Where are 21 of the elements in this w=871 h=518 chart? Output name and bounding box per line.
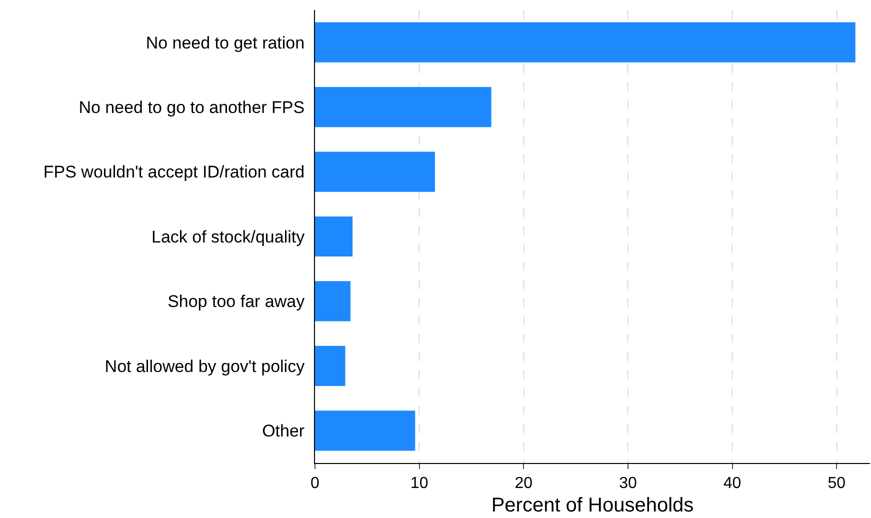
bar: [315, 410, 416, 451]
x-tick-label: 0: [310, 475, 320, 492]
x-tick-label: 30: [619, 475, 637, 492]
bar: [315, 152, 435, 192]
bar: [315, 281, 350, 322]
bar: [315, 22, 856, 62]
bar: [315, 216, 353, 257]
y-tick-label: Not allowed by gov't policy: [104, 356, 306, 376]
y-tick-label: Shop too far away: [168, 292, 306, 312]
y-tick-label: No need to go to another FPS: [78, 98, 305, 118]
y-tick-label: No need to get ration: [146, 33, 305, 52]
x-tick-label: 10: [410, 475, 428, 492]
bar: [315, 346, 346, 386]
x-tick-label: 40: [723, 475, 742, 492]
y-tick-label: Other: [262, 422, 305, 441]
x-tick-label: 20: [514, 475, 533, 492]
x-tick-label: 50: [828, 475, 846, 492]
y-tick-label: Lack of stock/quality: [152, 227, 306, 246]
x-axis-title: Percent of Households: [491, 494, 694, 517]
bar: [315, 87, 492, 128]
y-tick-label: FPS wouldn't accept ID/ration card: [43, 162, 305, 182]
